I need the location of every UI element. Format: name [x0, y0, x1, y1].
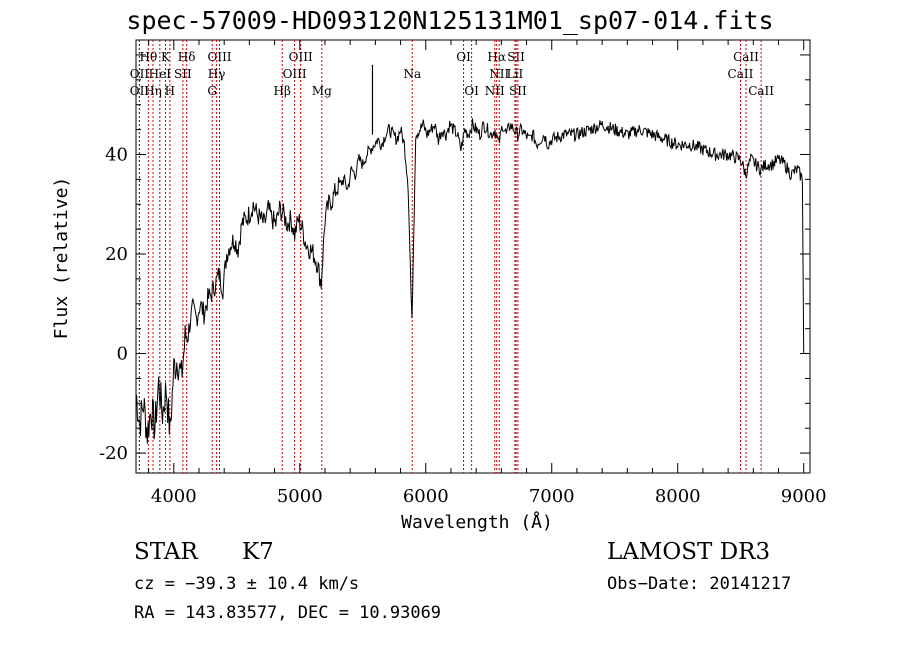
spectral-line-label: CaII [728, 67, 754, 81]
x-tick-label: 7000 [529, 486, 575, 507]
spectral-line-label: Hα [487, 50, 506, 64]
spectral-line-label: Hβ [274, 84, 291, 98]
x-tick-label: 6000 [403, 486, 449, 507]
survey-label: LAMOST DR3 [607, 539, 771, 565]
object-class: STAR [134, 539, 198, 565]
x-axis-label: Wavelength (Å) [401, 511, 553, 533]
spectral-line-label: NII [489, 67, 509, 81]
y-axis-label: Flux (relative) [51, 177, 72, 340]
plot-frame [135, 39, 811, 474]
spectral-line-label: Mg [312, 84, 332, 98]
chart-title: spec-57009-HD093120N125131M01_sp07-014.f… [126, 6, 774, 35]
spectral-line-label: OIII [289, 50, 313, 64]
spectrum-line [135, 118, 805, 444]
spectral-line-label: OIII [207, 50, 231, 64]
x-tick-label: 9000 [781, 486, 827, 507]
spectral-line-label: CaII [733, 50, 759, 64]
spectral-line-label: G [207, 84, 217, 98]
spectral-line-label: NII [485, 84, 505, 98]
x-tick-label: 4000 [151, 486, 197, 507]
spectral-line-label: SII [509, 84, 527, 98]
y-tick-label: 0 [117, 344, 128, 365]
spectral-line-label: SII [507, 50, 525, 64]
spectral-line-label: SII [174, 67, 192, 81]
object-subclass: K7 [242, 539, 274, 565]
spectral-line-label: Hδ [178, 50, 196, 64]
spectral-line-label: K [161, 50, 171, 64]
spectral-line-label: LiI [507, 67, 524, 81]
spectral-line-label: HeI [149, 67, 172, 81]
x-tick-label: 5000 [277, 486, 323, 507]
y-tick-label: -20 [99, 443, 128, 464]
spectral-line-label: Na [403, 67, 421, 81]
spectral-line-label: Hγ [208, 67, 226, 81]
spectral-line-label: OIII [283, 67, 307, 81]
spectral-line-label: OI [456, 50, 471, 64]
x-tick-label: 8000 [655, 486, 701, 507]
y-tick-label: 20 [105, 244, 128, 265]
redshift-text: cz = −39.3 ± 10.4 km/s [134, 574, 360, 594]
coordinates-text: RA = 143.83577, DEC = 10.93069 [134, 603, 442, 623]
spectral-line-label: H [165, 84, 175, 98]
y-tick-label: 40 [105, 144, 128, 165]
spectral-line-label: Hη [144, 84, 162, 98]
spectral-line-label: OI [464, 84, 479, 98]
spectral-line-label: OII [130, 84, 150, 98]
obs-date-text: Obs−Date: 20141217 [607, 574, 792, 594]
spectral-line-label: CaII [748, 84, 774, 98]
spectral-line-label: Hθ [139, 50, 157, 64]
